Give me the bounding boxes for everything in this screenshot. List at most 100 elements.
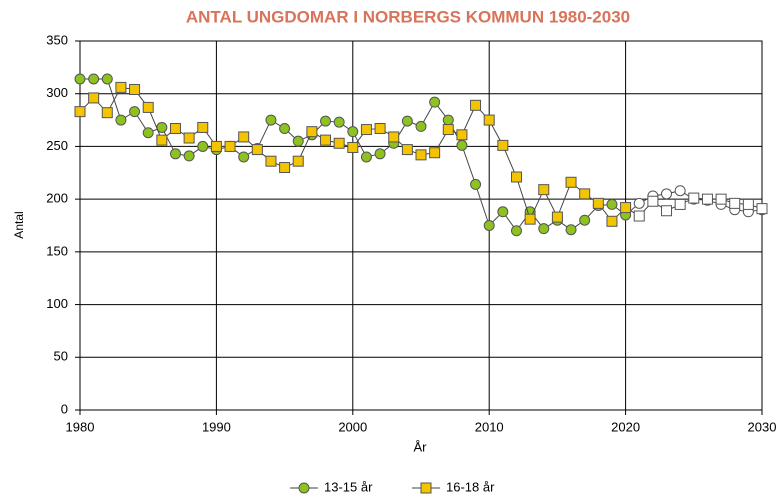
data-point	[238, 131, 250, 143]
data-point	[320, 115, 332, 127]
y-tick-label: 250	[46, 138, 68, 153]
legend-label: 16-18 år	[446, 479, 495, 494]
data-point	[456, 139, 468, 151]
data-point	[265, 114, 277, 126]
data-point	[456, 129, 468, 141]
data-point	[633, 210, 645, 222]
data-point	[320, 134, 332, 146]
legend-marker	[298, 482, 310, 494]
data-point	[579, 214, 591, 226]
x-tick-label: 2020	[611, 419, 640, 434]
data-point	[74, 106, 86, 118]
data-point	[442, 124, 454, 136]
data-point	[115, 114, 127, 126]
data-point	[429, 96, 441, 108]
data-point	[715, 193, 727, 205]
data-point	[538, 184, 550, 196]
data-point	[360, 124, 372, 136]
data-point	[101, 107, 113, 119]
data-point	[279, 123, 291, 135]
x-tick-label: 2030	[748, 419, 777, 434]
data-point	[101, 73, 113, 85]
plot-frame	[79, 40, 763, 411]
data-point	[647, 195, 659, 207]
data-point	[565, 224, 577, 236]
data-point	[565, 176, 577, 188]
data-point	[169, 148, 181, 160]
data-point	[292, 155, 304, 167]
y-axis-label: Antal	[12, 211, 26, 238]
y-tick-label: 200	[46, 191, 68, 206]
x-axis-label: År	[414, 439, 428, 454]
data-point	[74, 73, 86, 85]
data-point	[592, 197, 604, 209]
data-point	[661, 205, 673, 217]
data-point	[374, 148, 386, 160]
data-point	[551, 211, 563, 223]
data-point	[483, 114, 495, 126]
data-point	[210, 140, 222, 152]
data-point	[442, 114, 454, 126]
data-point	[388, 131, 400, 143]
data-point	[756, 203, 768, 215]
data-point	[538, 223, 550, 235]
data-point	[470, 178, 482, 190]
data-point	[306, 126, 318, 138]
data-point	[606, 198, 618, 210]
data-point	[524, 213, 536, 225]
data-point	[279, 162, 291, 174]
data-point	[401, 115, 413, 127]
data-point	[347, 141, 359, 153]
data-point	[142, 127, 154, 139]
data-point	[333, 116, 345, 128]
chart-title: ANTAL UNGDOMAR I NORBERGS KOMMUN 1980-20…	[186, 7, 630, 26]
x-tick-label: 2000	[338, 419, 367, 434]
data-point	[183, 150, 195, 162]
data-point	[142, 101, 154, 113]
data-point	[729, 197, 741, 209]
data-point	[688, 192, 700, 204]
data-point	[674, 185, 686, 197]
data-point	[674, 198, 686, 210]
data-point	[156, 134, 168, 146]
data-point	[129, 83, 141, 95]
y-tick-label: 100	[46, 296, 68, 311]
data-point	[742, 198, 754, 210]
data-point	[129, 106, 141, 118]
data-point	[497, 139, 509, 151]
data-point	[292, 135, 304, 147]
data-point	[88, 73, 100, 85]
data-point	[510, 171, 522, 183]
data-point	[483, 220, 495, 231]
x-tick-label: 1980	[66, 419, 95, 434]
data-point	[333, 137, 345, 149]
y-tick-label: 50	[54, 349, 68, 364]
y-tick-label: 0	[61, 401, 68, 416]
data-point	[401, 144, 413, 156]
data-point	[360, 151, 372, 163]
data-point	[620, 202, 632, 214]
data-point	[661, 188, 673, 200]
y-tick-label: 300	[46, 85, 68, 100]
data-point	[265, 155, 277, 167]
data-point	[415, 149, 427, 161]
x-tick-label: 1990	[202, 419, 231, 434]
data-point	[238, 151, 250, 163]
data-point	[197, 140, 209, 152]
data-point	[115, 81, 127, 93]
data-point	[606, 215, 618, 227]
legend-label: 13-15 år	[324, 479, 373, 494]
data-point	[633, 197, 645, 209]
x-tick-label: 2010	[475, 419, 504, 434]
data-point	[224, 140, 236, 152]
data-point	[251, 144, 263, 156]
data-point	[470, 99, 482, 111]
data-point	[183, 132, 195, 144]
data-point	[579, 188, 591, 200]
data-point	[510, 225, 522, 237]
y-tick-label: 350	[46, 32, 68, 47]
data-point	[415, 120, 427, 132]
data-point	[347, 126, 359, 138]
data-point	[497, 206, 509, 218]
